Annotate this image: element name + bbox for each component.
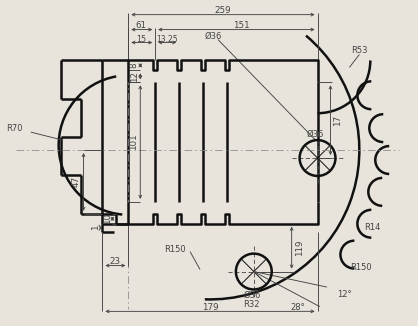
Text: 28°: 28°	[290, 303, 305, 312]
Text: R14: R14	[364, 223, 380, 232]
Text: 17: 17	[333, 115, 342, 126]
Text: 179: 179	[201, 303, 218, 312]
Text: R53: R53	[351, 46, 367, 55]
Text: Ø36: Ø36	[204, 32, 222, 41]
Text: 12°: 12°	[337, 290, 352, 299]
Text: 61: 61	[136, 21, 147, 30]
Text: R32: R32	[244, 300, 260, 309]
Text: 23: 23	[110, 257, 121, 266]
Text: R150: R150	[351, 263, 372, 272]
Text: 12: 12	[130, 71, 139, 82]
Text: 47: 47	[72, 176, 81, 187]
Text: 15: 15	[136, 35, 146, 44]
Text: R70: R70	[7, 124, 23, 133]
Text: 151: 151	[232, 21, 249, 30]
Text: 10: 10	[103, 213, 112, 224]
Text: 13.25: 13.25	[156, 35, 178, 44]
Text: Ø36: Ø36	[243, 291, 260, 300]
Text: 8: 8	[130, 63, 139, 68]
Text: Ø36: Ø36	[307, 130, 324, 139]
Text: 119: 119	[295, 239, 304, 256]
Text: R150: R150	[164, 245, 186, 254]
Text: 259: 259	[214, 6, 231, 15]
Text: 1: 1	[91, 225, 100, 230]
Text: 101: 101	[129, 134, 138, 150]
